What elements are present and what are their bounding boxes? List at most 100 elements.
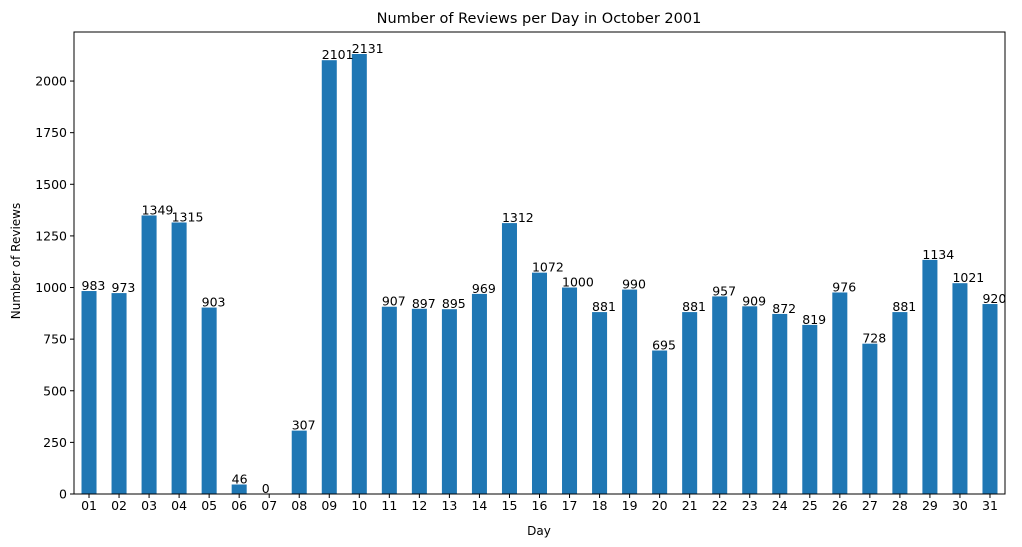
x-tick-label: 03 <box>141 498 157 513</box>
y-tick-label: 2000 <box>35 74 67 89</box>
bar-day-01 <box>81 291 97 494</box>
x-tick-label: 14 <box>471 498 487 513</box>
plot-frame <box>73 31 1006 495</box>
x-tick-label: 18 <box>592 498 608 513</box>
bar-day-04 <box>171 222 187 495</box>
bar-day-27 <box>862 343 878 494</box>
x-tick-label: 24 <box>772 498 788 513</box>
y-tick-label: 250 <box>43 435 67 450</box>
chart-title: Number of Reviews per Day in October 200… <box>377 11 702 27</box>
y-tick-label: 1750 <box>35 125 67 140</box>
bar-day-15 <box>501 223 517 494</box>
x-tick-label: 25 <box>802 498 818 513</box>
data-label: 2131 <box>352 41 384 56</box>
bar-day-06 <box>231 484 247 494</box>
x-tick-label: 28 <box>892 498 908 513</box>
data-label: 728 <box>862 331 886 346</box>
bar-day-10 <box>351 54 367 494</box>
data-label: 1315 <box>172 209 204 224</box>
data-label: 920 <box>982 291 1006 306</box>
data-label: 0 <box>262 481 270 496</box>
bar-day-02 <box>111 293 127 494</box>
x-tick-label: 06 <box>231 498 247 513</box>
x-tick-label: 26 <box>832 498 848 513</box>
x-tick-label: 05 <box>201 498 217 513</box>
y-tick-label: 0 <box>59 487 67 502</box>
y-tick-label: 750 <box>43 332 67 347</box>
data-label: 897 <box>412 296 436 311</box>
x-tick-label: 31 <box>982 498 998 513</box>
x-tick-label: 01 <box>81 498 97 513</box>
y-tick-label: 500 <box>43 383 67 398</box>
x-tick-label: 20 <box>652 498 668 513</box>
data-label: 1000 <box>562 275 594 290</box>
bar-day-05 <box>201 307 217 494</box>
y-axis-label: Number of Reviews <box>9 203 23 319</box>
data-label: 983 <box>82 278 106 293</box>
data-label: 881 <box>592 299 616 314</box>
data-label: 907 <box>382 294 406 309</box>
bar-day-21 <box>682 312 698 494</box>
bar-day-13 <box>441 309 457 494</box>
x-tick-label: 04 <box>171 498 187 513</box>
bar-day-11 <box>381 306 397 494</box>
data-label: 903 <box>202 295 226 310</box>
x-tick-label: 11 <box>381 498 397 513</box>
bar-day-29 <box>922 259 938 494</box>
x-tick-label: 08 <box>291 498 307 513</box>
bar-day-09 <box>321 60 337 494</box>
x-tick-label: 10 <box>351 498 367 513</box>
data-label: 307 <box>292 418 316 433</box>
data-label: 881 <box>682 299 706 314</box>
y-axis-ticks: 0 250 500 750 1000 1250 1500 1750 2000 <box>35 74 74 502</box>
bar-day-31 <box>982 304 998 494</box>
x-tick-label: 29 <box>922 498 938 513</box>
data-label: 1134 <box>922 247 954 262</box>
x-axis-ticks: 01 02 03 04 05 06 07 08 09 10 11 12 13 14 15 16 17 18 19 20… <box>81 494 998 513</box>
data-label: 969 <box>472 281 496 296</box>
data-label: 895 <box>442 296 466 311</box>
x-tick-label: 23 <box>742 498 758 513</box>
x-tick-label: 21 <box>682 498 698 513</box>
bar-day-30 <box>952 283 968 494</box>
data-label: 1021 <box>952 270 984 285</box>
data-label: 46 <box>232 472 248 487</box>
x-tick-label: 02 <box>111 498 127 513</box>
bar-day-16 <box>531 272 548 494</box>
x-tick-label: 12 <box>411 498 427 513</box>
data-label: 957 <box>712 283 736 298</box>
bar-day-24 <box>772 313 788 494</box>
data-label: 2101 <box>322 47 354 62</box>
bar-day-26 <box>832 292 848 494</box>
x-axis-label: Day <box>527 524 551 538</box>
y-tick-label: 1500 <box>35 177 67 192</box>
x-tick-label: 30 <box>952 498 968 513</box>
bar-day-25 <box>802 324 818 494</box>
x-tick-label: 07 <box>261 498 277 513</box>
bar-day-17 <box>562 287 578 494</box>
bar-day-20 <box>652 350 668 494</box>
data-label: 909 <box>742 293 766 308</box>
x-tick-label: 27 <box>862 498 878 513</box>
bar-day-08 <box>291 430 307 494</box>
data-label: 819 <box>802 312 826 327</box>
bar-day-28 <box>892 312 908 494</box>
x-tick-label: 16 <box>532 498 548 513</box>
bar-day-12 <box>411 308 427 494</box>
data-label: 881 <box>892 299 916 314</box>
bar-day-03 <box>141 215 157 494</box>
bar-day-22 <box>712 296 728 494</box>
bar-day-18 <box>592 312 608 494</box>
bar-day-19 <box>622 289 638 494</box>
bar-day-23 <box>742 306 758 494</box>
x-tick-label: 13 <box>441 498 457 513</box>
x-tick-label: 17 <box>562 498 578 513</box>
data-label: 1072 <box>532 260 564 275</box>
bar-day-14 <box>471 293 487 494</box>
data-label: 976 <box>832 279 856 294</box>
x-tick-label: 19 <box>622 498 638 513</box>
data-label: 872 <box>772 301 796 316</box>
bars-group <box>81 54 998 495</box>
